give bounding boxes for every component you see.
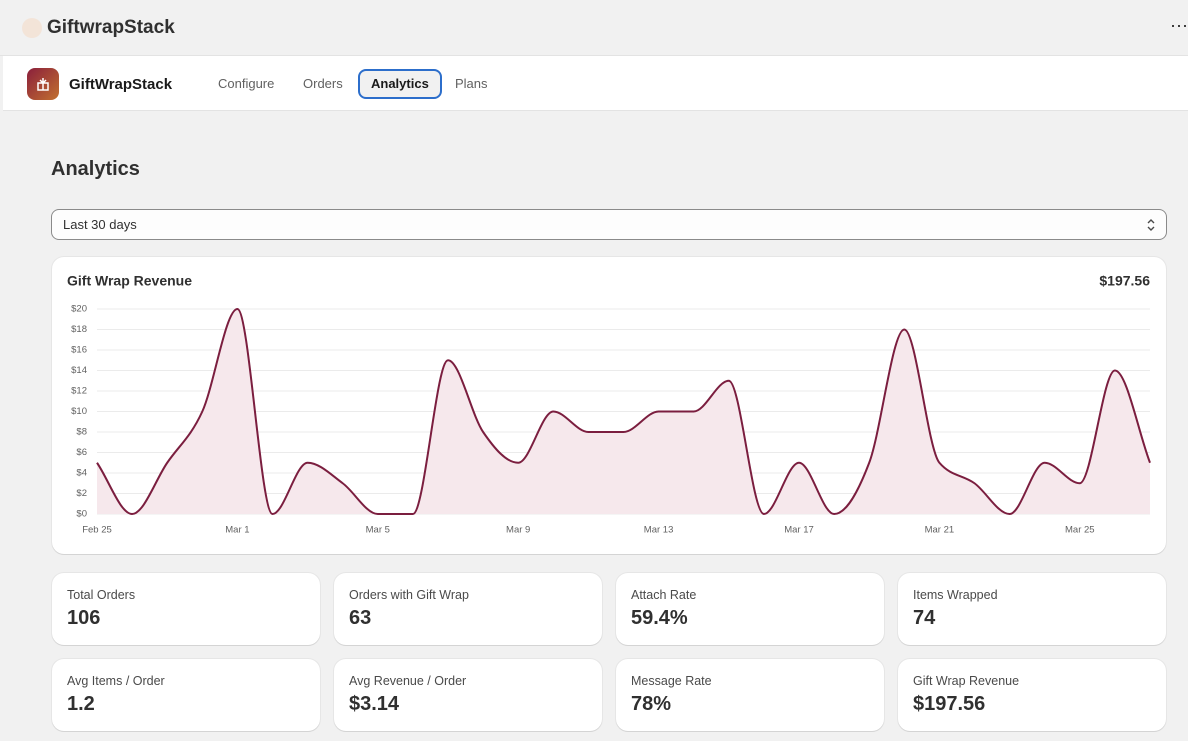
stat-value: 78%	[631, 693, 672, 715]
nav-tab[interactable]: Plans	[455, 76, 488, 91]
x-tick-label: Feb 25	[82, 525, 112, 536]
stat-value: $197.56	[913, 693, 986, 715]
stat-label: Orders with Gift Wrap	[349, 588, 469, 602]
stat-card: Items Wrapped 74	[898, 573, 1166, 645]
y-tick-label: $6	[76, 447, 87, 458]
stat-label: Items Wrapped	[913, 588, 998, 602]
stat-value: 74	[913, 607, 936, 629]
date-range-select[interactable]: Last 30 days	[51, 209, 1167, 240]
chart-total: $197.56	[1099, 273, 1150, 289]
top-bar: GiftwrapStack ⋯	[0, 0, 1188, 56]
store-logo	[22, 18, 42, 38]
app-icon	[27, 68, 59, 100]
y-tick-label: $18	[71, 324, 87, 335]
stat-card: Gift Wrap Revenue $197.56	[898, 659, 1166, 731]
x-tick-label: Mar 25	[1065, 525, 1095, 536]
stat-label: Gift Wrap Revenue	[913, 674, 1020, 688]
nav-tab[interactable]: Orders	[303, 76, 343, 91]
chart-card: Gift Wrap Revenue $197.56 $0 $2 $4 $6 $8 $10 $…	[52, 257, 1166, 554]
area	[97, 309, 1150, 514]
y-tick-label: $12	[71, 386, 87, 397]
x-tick-label: Mar 17	[784, 525, 814, 536]
line	[96, 307, 1151, 516]
x-tick-label: Mar 13	[644, 525, 674, 536]
more-menu[interactable]: ⋯	[1170, 16, 1188, 36]
stat-value: 59.4%	[631, 607, 688, 629]
y-tick-label: $8	[76, 427, 87, 438]
x-tick-label: Mar 1	[225, 525, 249, 536]
page-title: Analytics	[51, 158, 140, 180]
app-name: GiftWrapStack	[69, 76, 173, 93]
y-tick-label: $0	[76, 509, 87, 520]
x-tick-label: Mar 21	[925, 525, 955, 536]
stat-card: Avg Items / Order 1.2	[52, 659, 320, 731]
y-tick-label: $20	[71, 304, 87, 315]
y-tick-label: $2	[76, 488, 87, 499]
chart: Gift Wrap Revenue $197.56 $0 $2 $4 $6 $8 $10 $…	[67, 273, 1151, 536]
chart-title: Gift Wrap Revenue	[67, 273, 192, 289]
store-name: GiftwrapStack	[47, 17, 175, 38]
stat-value: 63	[349, 607, 372, 629]
y-tick-label: $4	[76, 468, 87, 479]
app-nav: GiftWrapStack Configure Orders Analytics Pl…	[3, 56, 1188, 111]
stat-label: Avg Revenue / Order	[349, 674, 467, 688]
y-tick-label: $14	[71, 365, 87, 376]
stat-value: $3.14	[349, 693, 400, 715]
stat-label: Total Orders	[67, 588, 136, 602]
nav-tab[interactable]: Analytics	[358, 69, 442, 99]
select-value: Last 30 days	[63, 217, 137, 232]
stat-label: Message Rate	[631, 674, 712, 688]
stat-card: Avg Revenue / Order $3.14	[334, 659, 602, 731]
stat-card: Message Rate 78%	[616, 659, 884, 731]
y-tick-label: $10	[71, 406, 87, 417]
stat-value: 106	[67, 607, 101, 629]
stat-card: Orders with Gift Wrap 63	[334, 573, 602, 645]
x-tick-label: Mar 5	[366, 525, 390, 536]
stat-label: Attach Rate	[631, 588, 697, 602]
stat-card: Total Orders 106	[52, 573, 320, 645]
y-tick-label: $16	[71, 345, 87, 356]
stat-card: Attach Rate 59.4%	[616, 573, 884, 645]
stat-value: 1.2	[67, 693, 95, 715]
x-tick-label: Mar 9	[506, 525, 530, 536]
nav-tab[interactable]: Configure	[218, 76, 275, 91]
stat-label: Avg Items / Order	[67, 674, 165, 688]
